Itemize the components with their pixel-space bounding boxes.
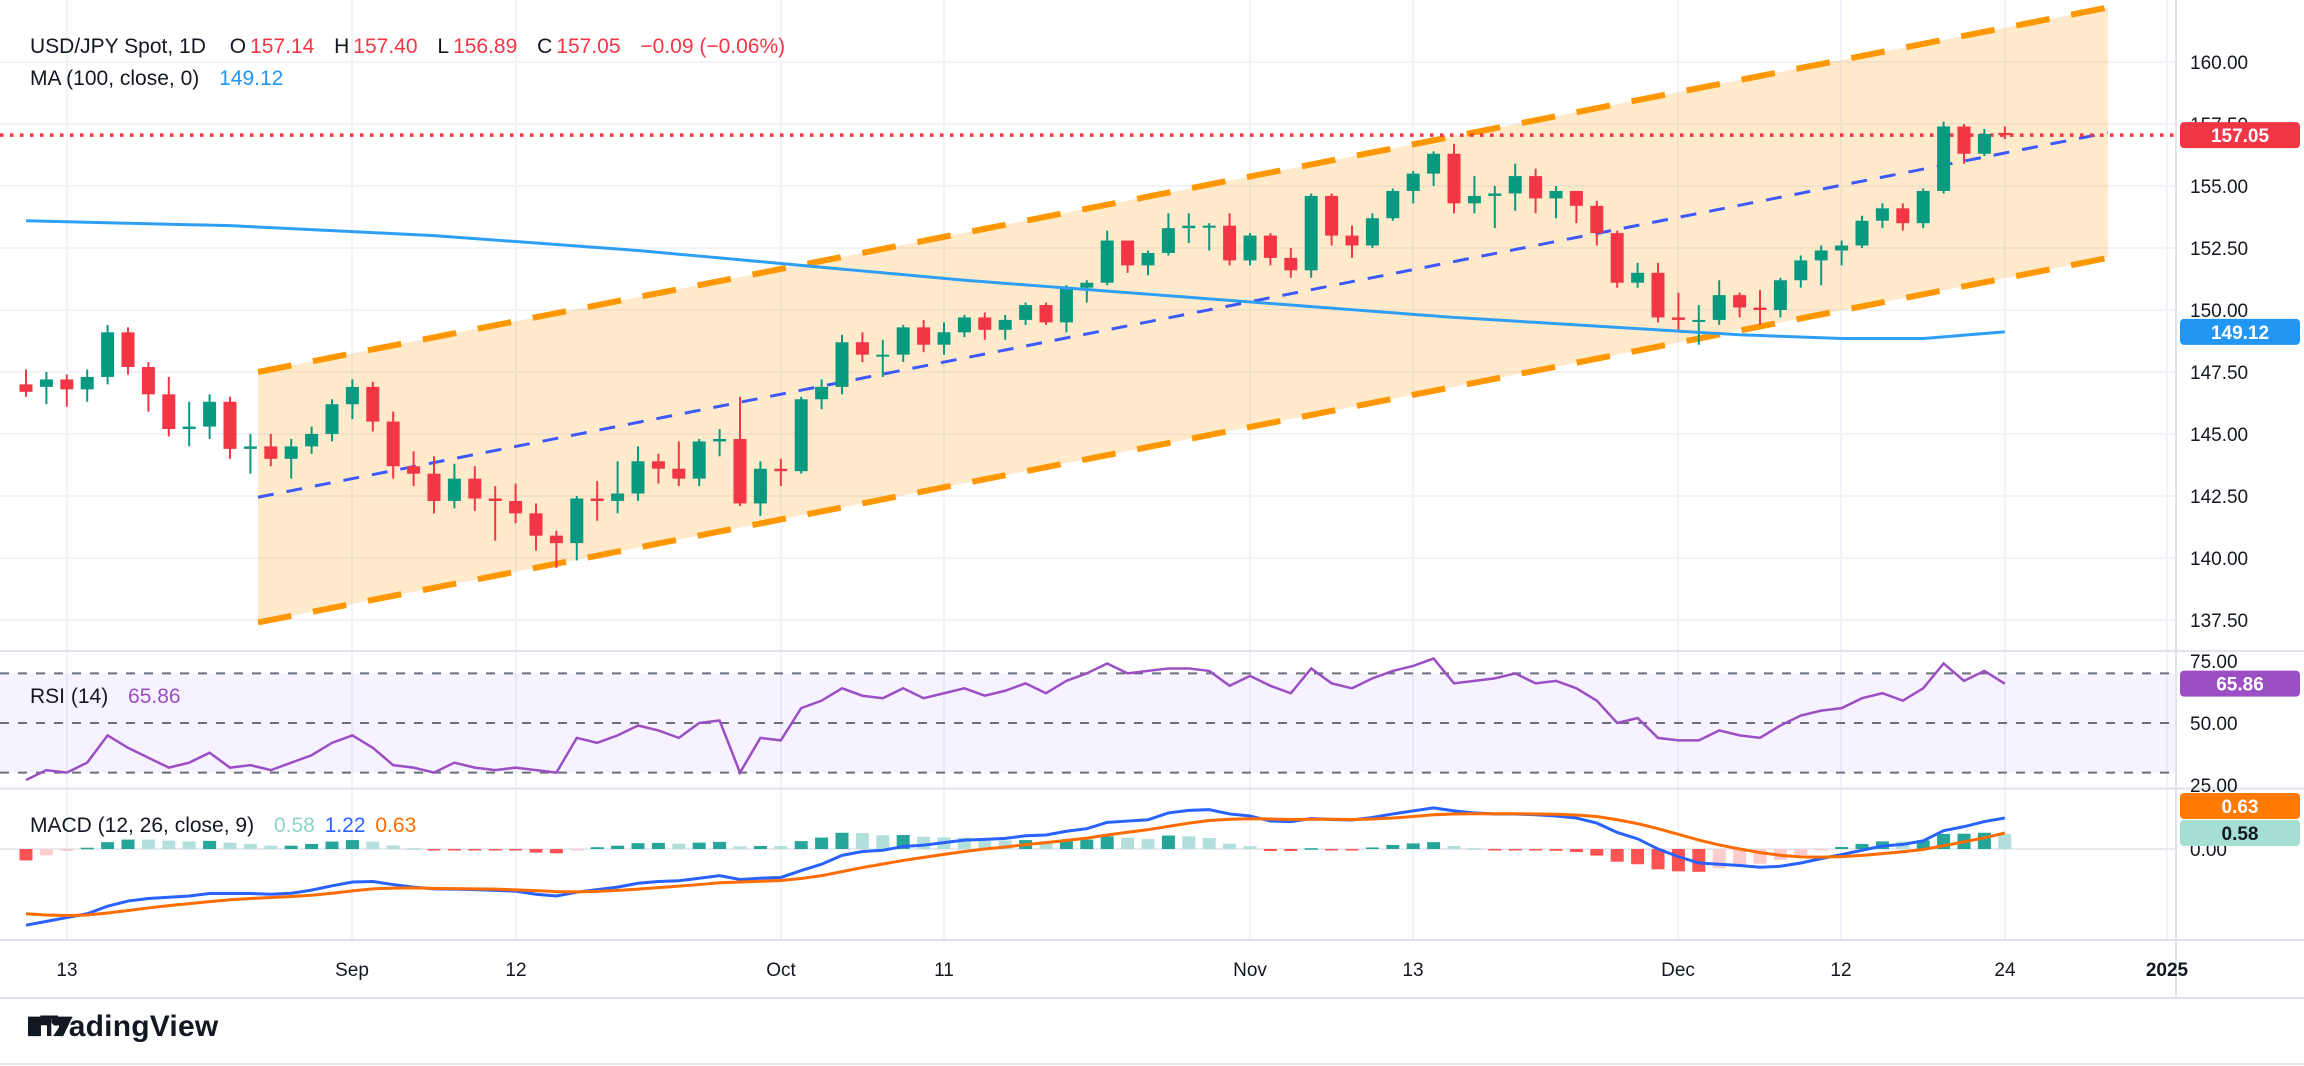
svg-text:75.00: 75.00 (2190, 652, 2238, 673)
open-label: O (229, 35, 247, 58)
rsi-legend[interactable]: RSI (14) 65.86 (30, 684, 185, 710)
macd-hist-value: 0.58 (273, 814, 315, 837)
macd-legend[interactable]: MACD (12, 26, close, 9) 0.58 1.22 0.63 (30, 813, 420, 839)
svg-text:13: 13 (56, 960, 77, 981)
channel-upper-line (257, 4, 2109, 375)
symbol-legend[interactable]: USD/JPY Spot, 1D O 157.14 H 157.40 L 156.89… (30, 34, 789, 60)
svg-text:137.50: 137.50 (2190, 611, 2248, 632)
svg-text:Nov: Nov (1233, 960, 1267, 981)
ma-value: 149.12 (219, 67, 284, 90)
candlestick-series[interactable] (19, 121, 2012, 568)
svg-text:12: 12 (1830, 960, 1851, 981)
macd-signal-value: 0.63 (375, 814, 417, 837)
svg-text:2025: 2025 (2146, 960, 2189, 981)
low-label: L (437, 35, 450, 58)
symbol-title: USD/JPY Spot, 1D (30, 35, 206, 58)
svg-text:12: 12 (505, 960, 526, 981)
rsi-value: 65.86 (128, 685, 181, 708)
last-price-badge: 157.05 (2180, 122, 2300, 149)
svg-text:160.00: 160.00 (2190, 53, 2248, 74)
ma100-line[interactable] (25, 219, 2005, 341)
brand-name[interactable]: TradingView (40, 1010, 219, 1043)
svg-text:140.00: 140.00 (2190, 549, 2248, 570)
svg-text:Oct: Oct (766, 960, 796, 981)
ma-legend[interactable]: MA (100, close, 0) 149.12 (30, 66, 287, 92)
svg-text:145.00: 145.00 (2190, 425, 2248, 446)
macd-histogram[interactable] (19, 832, 2012, 872)
close-label: C (537, 35, 553, 58)
ma-label: MA (100, close, 0) (30, 67, 200, 90)
trend-channel[interactable] (257, 4, 2109, 626)
macd-line[interactable] (25, 806, 2006, 927)
price-axis[interactable]: 160.00157.50155.00152.50150.00147.50145.… (2190, 53, 2248, 861)
svg-text:24: 24 (1994, 960, 2016, 981)
svg-text:157.05: 157.05 (2211, 126, 2270, 147)
macd-pane (0, 806, 2176, 927)
change-value: −0.09 (−0.06%) (640, 35, 786, 58)
close-value: 157.05 (556, 35, 621, 58)
svg-text:Sep: Sep (335, 960, 369, 981)
macd-signal-line[interactable] (25, 812, 2006, 918)
macd-label: MACD (12, 26, close, 9) (30, 814, 255, 837)
rsi-label: RSI (14) (30, 685, 109, 708)
channel-mid-line (257, 131, 2109, 499)
low-value: 156.89 (453, 35, 518, 58)
rsi-line[interactable] (25, 657, 2006, 782)
macd-line-value: 1.22 (324, 814, 366, 837)
ma-value-badge: 149.12 (2180, 318, 2300, 345)
svg-text:50.00: 50.00 (2190, 714, 2238, 735)
macd-signal-badge: 0.63 (2180, 793, 2300, 819)
high-value: 157.40 (353, 35, 418, 58)
time-axis[interactable]: 13 Sep 12 Oct 11 Nov 13 Dec 12 24 2025 (56, 960, 2188, 981)
svg-text:155.00: 155.00 (2190, 177, 2248, 198)
svg-text:65.86: 65.86 (2216, 675, 2264, 696)
svg-text:11: 11 (934, 960, 954, 981)
svg-text:0.63: 0.63 (2222, 797, 2259, 818)
tradingview-logo-icon[interactable] (28, 1010, 74, 1042)
rsi-value-badge: 65.86 (2180, 670, 2300, 697)
svg-text:Dec: Dec (1661, 960, 1695, 981)
svg-text:25.00: 25.00 (2190, 776, 2238, 797)
channel-lower-line (257, 254, 2109, 626)
rsi-pane (0, 657, 2176, 782)
svg-text:142.50: 142.50 (2190, 487, 2248, 508)
svg-text:152.50: 152.50 (2190, 239, 2248, 260)
macd-hist-badge: 0.58 (2180, 820, 2300, 846)
svg-text:150.00: 150.00 (2190, 301, 2248, 322)
svg-text:147.50: 147.50 (2190, 363, 2248, 384)
svg-text:149.12: 149.12 (2211, 323, 2269, 344)
footer: TradingView (28, 1010, 218, 1044)
open-value: 157.14 (250, 35, 315, 58)
svg-text:13: 13 (1402, 960, 1423, 981)
gridlines (0, 0, 2176, 940)
svg-text:0.58: 0.58 (2222, 824, 2259, 845)
high-label: H (334, 35, 350, 58)
